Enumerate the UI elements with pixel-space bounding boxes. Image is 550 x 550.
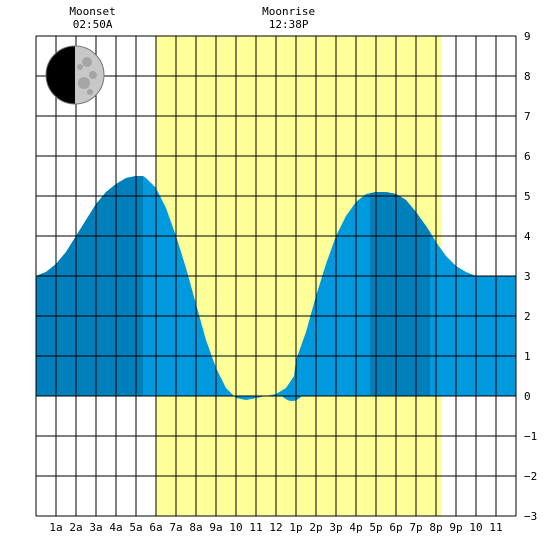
x-tick-label: 3a — [89, 521, 102, 534]
x-tick-label: 6p — [389, 521, 402, 534]
x-tick-label: 12 — [269, 521, 282, 534]
moon-outline — [45, 45, 105, 105]
y-tick-label: −3 — [524, 510, 537, 523]
x-tick-label: 10 — [469, 521, 482, 534]
moon-crater — [82, 57, 92, 67]
x-tick-label: 6a — [149, 521, 162, 534]
tide-low-dip — [282, 396, 302, 401]
y-axis-ticks: −3 −2 −1 0 1 2 3 4 5 6 7 8 9 — [524, 30, 537, 523]
x-tick-label: 2a — [69, 521, 82, 534]
y-tick-label: 9 — [524, 30, 531, 43]
y-tick-label: 8 — [524, 70, 531, 83]
x-tick-label: 11 — [249, 521, 262, 534]
y-tick-label: 4 — [524, 230, 531, 243]
x-axis-ticks: 1a 2a 3a 4a 5a 6a 7a 8a 9a 10 11 12 1p 2p 3p 4p 5p 6p 7p 8p… — [49, 521, 502, 534]
y-tick-label: 2 — [524, 310, 531, 323]
x-tick-label: 5p — [369, 521, 382, 534]
y-tick-label: 1 — [524, 350, 531, 363]
chart-grid — [35, 35, 517, 517]
x-tick-label: 8a — [189, 521, 202, 534]
x-tick-label: 7p — [409, 521, 422, 534]
x-tick-label: 9a — [209, 521, 222, 534]
moon-event-time: 02:50A — [73, 18, 113, 31]
y-tick-label: 3 — [524, 270, 531, 283]
moon-event-label: Moonset — [69, 5, 115, 18]
y-tick-label: −1 — [524, 430, 537, 443]
moon-event-time: 12:38P — [269, 18, 309, 31]
x-tick-label: 11 — [489, 521, 502, 534]
moon-crater — [77, 64, 83, 70]
x-tick-label: 4a — [109, 521, 122, 534]
x-tick-label: 7a — [169, 521, 182, 534]
y-tick-label: 0 — [524, 390, 531, 403]
x-tick-label: 10 — [229, 521, 242, 534]
x-tick-label: 2p — [309, 521, 322, 534]
moon-phase-icon — [45, 45, 105, 105]
moon-event-label: Moonrise — [262, 5, 315, 18]
x-tick-label: 3p — [329, 521, 342, 534]
x-tick-label: 1p — [289, 521, 302, 534]
moon-crater — [87, 89, 93, 95]
x-tick-label: 4p — [349, 521, 362, 534]
x-tick-label: 5a — [129, 521, 142, 534]
y-tick-label: −2 — [524, 470, 537, 483]
moon-crater — [78, 77, 90, 89]
y-tick-label: 7 — [524, 110, 531, 123]
moon-crater — [89, 71, 97, 79]
x-tick-label: 9p — [449, 521, 462, 534]
x-tick-label: 1a — [49, 521, 62, 534]
x-tick-label: 8p — [429, 521, 442, 534]
y-tick-label: 5 — [524, 190, 531, 203]
y-tick-label: 6 — [524, 150, 531, 163]
